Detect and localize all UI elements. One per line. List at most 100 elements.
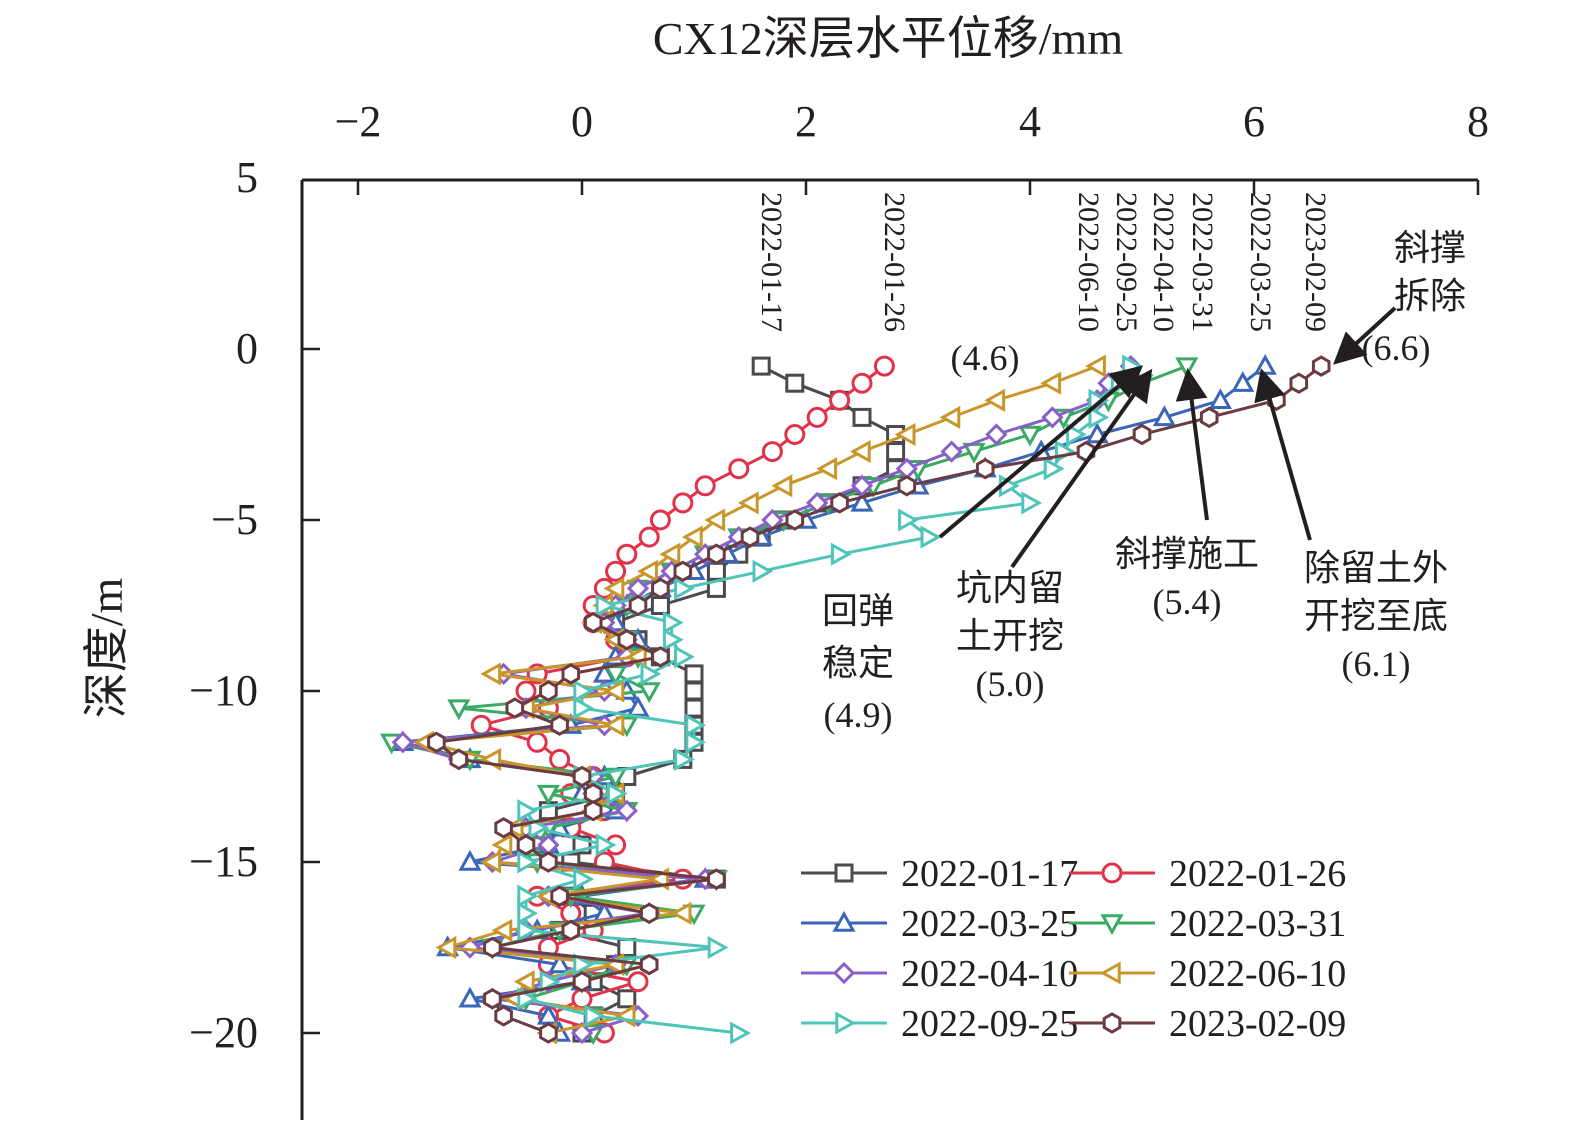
x-tick-label: 6 bbox=[1243, 97, 1265, 146]
legend-label: 2022-01-17 bbox=[901, 853, 1078, 895]
y-axis: 5 0 −5 −10 −15 −20 bbox=[189, 153, 320, 1120]
triangle-right-marker bbox=[573, 953, 595, 977]
triangle-left-marker bbox=[435, 935, 457, 960]
legend-label: 2022-06-10 bbox=[1169, 953, 1346, 995]
date-label: 2022-01-17 bbox=[755, 192, 788, 332]
triangle-left-marker bbox=[480, 662, 502, 686]
triangle-left-marker bbox=[480, 850, 502, 874]
square-marker bbox=[886, 442, 906, 462]
triangle-right-marker bbox=[685, 713, 707, 737]
callout-text: 斜撑 bbox=[1394, 228, 1466, 268]
triangle-left-marker bbox=[637, 559, 658, 583]
triangle-right-marker bbox=[517, 918, 539, 942]
hexagon-marker bbox=[539, 1022, 558, 1044]
hexagon-marker bbox=[707, 543, 726, 565]
triangle-left-marker bbox=[1040, 371, 1062, 395]
triangle-right-marker bbox=[595, 593, 617, 618]
triangle-left-marker bbox=[849, 440, 871, 464]
circle-marker bbox=[627, 971, 649, 993]
triangle-right-marker bbox=[539, 970, 561, 994]
diamond-marker bbox=[850, 474, 874, 497]
triangle-left-marker bbox=[1099, 961, 1121, 985]
hexagon-marker bbox=[483, 936, 502, 959]
hexagon-marker bbox=[1311, 355, 1331, 377]
hexagon-marker bbox=[539, 851, 558, 873]
hexagon-marker bbox=[572, 765, 592, 788]
y-tick-label: −5 bbox=[211, 495, 258, 544]
triangle-down-marker bbox=[637, 682, 661, 704]
square-marker bbox=[684, 698, 704, 718]
square-marker bbox=[650, 596, 670, 615]
legend-item: 2022-09-25 bbox=[801, 1003, 1078, 1045]
triangle-right-marker bbox=[1043, 457, 1065, 481]
y-tick-label: −15 bbox=[189, 837, 258, 886]
legend-label: 2022-04-10 bbox=[901, 953, 1078, 995]
x-tick-label: 2 bbox=[795, 97, 817, 146]
triangle-right-marker bbox=[517, 799, 539, 823]
date-label: 2022-03-31 bbox=[1186, 192, 1219, 332]
y-tick-label: 5 bbox=[236, 153, 258, 202]
series-2023-02-09 bbox=[427, 355, 1331, 1044]
callout-text: 坑内留 bbox=[956, 568, 1064, 608]
triangle-left-marker bbox=[681, 525, 703, 549]
diamond-marker bbox=[832, 961, 856, 985]
hexagon-marker bbox=[651, 577, 670, 600]
triangle-right-marker bbox=[595, 833, 617, 857]
x-tick-label: 0 bbox=[571, 97, 593, 146]
hexagon-marker bbox=[494, 1005, 513, 1027]
chart-title: CX12深层水平位移/mm bbox=[653, 13, 1123, 64]
triangle-left-marker bbox=[670, 901, 692, 925]
hexagon-marker bbox=[505, 697, 525, 719]
hexagon-marker bbox=[639, 953, 659, 976]
legend: 2022-01-17 2022-01-26 2022-03-25 2022-03-31… bbox=[801, 853, 1346, 1045]
triangle-up-marker bbox=[850, 490, 874, 512]
y-tick-label: −10 bbox=[189, 666, 258, 715]
legend-item: 2023-02-09 bbox=[1069, 1003, 1346, 1045]
hexagon-marker bbox=[561, 663, 581, 685]
triangle-down-marker bbox=[1100, 914, 1124, 936]
y-tick-label: −20 bbox=[189, 1008, 258, 1057]
triangle-up-marker bbox=[832, 910, 856, 932]
hexagon-marker bbox=[830, 492, 849, 514]
triangle-right-marker bbox=[898, 508, 919, 532]
hexagon-marker bbox=[494, 817, 513, 839]
hexagon-marker bbox=[1132, 423, 1152, 446]
square-marker bbox=[751, 356, 771, 376]
callout-arrow bbox=[1333, 306, 1397, 365]
circle-marker bbox=[649, 509, 671, 531]
triangle-right-marker bbox=[662, 611, 684, 635]
legend-item: 2022-01-26 bbox=[1069, 853, 1346, 895]
legend-item: 2022-06-10 bbox=[1069, 953, 1346, 995]
callout-text: (5.4) bbox=[1153, 582, 1222, 622]
triangle-up-marker bbox=[1152, 405, 1176, 427]
triangle-left-marker bbox=[491, 918, 513, 942]
triangle-right-marker bbox=[517, 884, 539, 908]
circle-marker bbox=[694, 475, 716, 497]
hexagon-marker bbox=[617, 628, 637, 651]
triangle-down-marker bbox=[1018, 425, 1042, 447]
triangle-left-marker bbox=[894, 422, 916, 447]
hexagon-marker bbox=[483, 988, 502, 1010]
triangle-right-marker bbox=[573, 867, 595, 891]
callout-text: 拆除 bbox=[1394, 276, 1466, 316]
triangle-right-marker bbox=[573, 696, 595, 720]
triangle-left-marker bbox=[1085, 354, 1106, 378]
x-tick-label: 4 bbox=[1019, 97, 1041, 146]
callout-text: 回弹 bbox=[822, 591, 894, 631]
date-label: 2022-06-10 bbox=[1072, 192, 1105, 332]
hexagon-marker bbox=[1102, 1012, 1122, 1034]
circle-marker bbox=[851, 372, 873, 394]
circle-marker bbox=[605, 560, 627, 582]
triangle-right-marker bbox=[662, 628, 684, 652]
triangle-right-marker bbox=[920, 525, 942, 549]
triangle-left-marker bbox=[737, 491, 759, 515]
diamond-marker bbox=[391, 731, 414, 754]
triangle-left-marker bbox=[984, 388, 1006, 412]
callout-text: 稳定 bbox=[822, 643, 894, 683]
date-label: 2022-04-10 bbox=[1147, 192, 1180, 332]
triangle-left-marker bbox=[939, 405, 961, 429]
